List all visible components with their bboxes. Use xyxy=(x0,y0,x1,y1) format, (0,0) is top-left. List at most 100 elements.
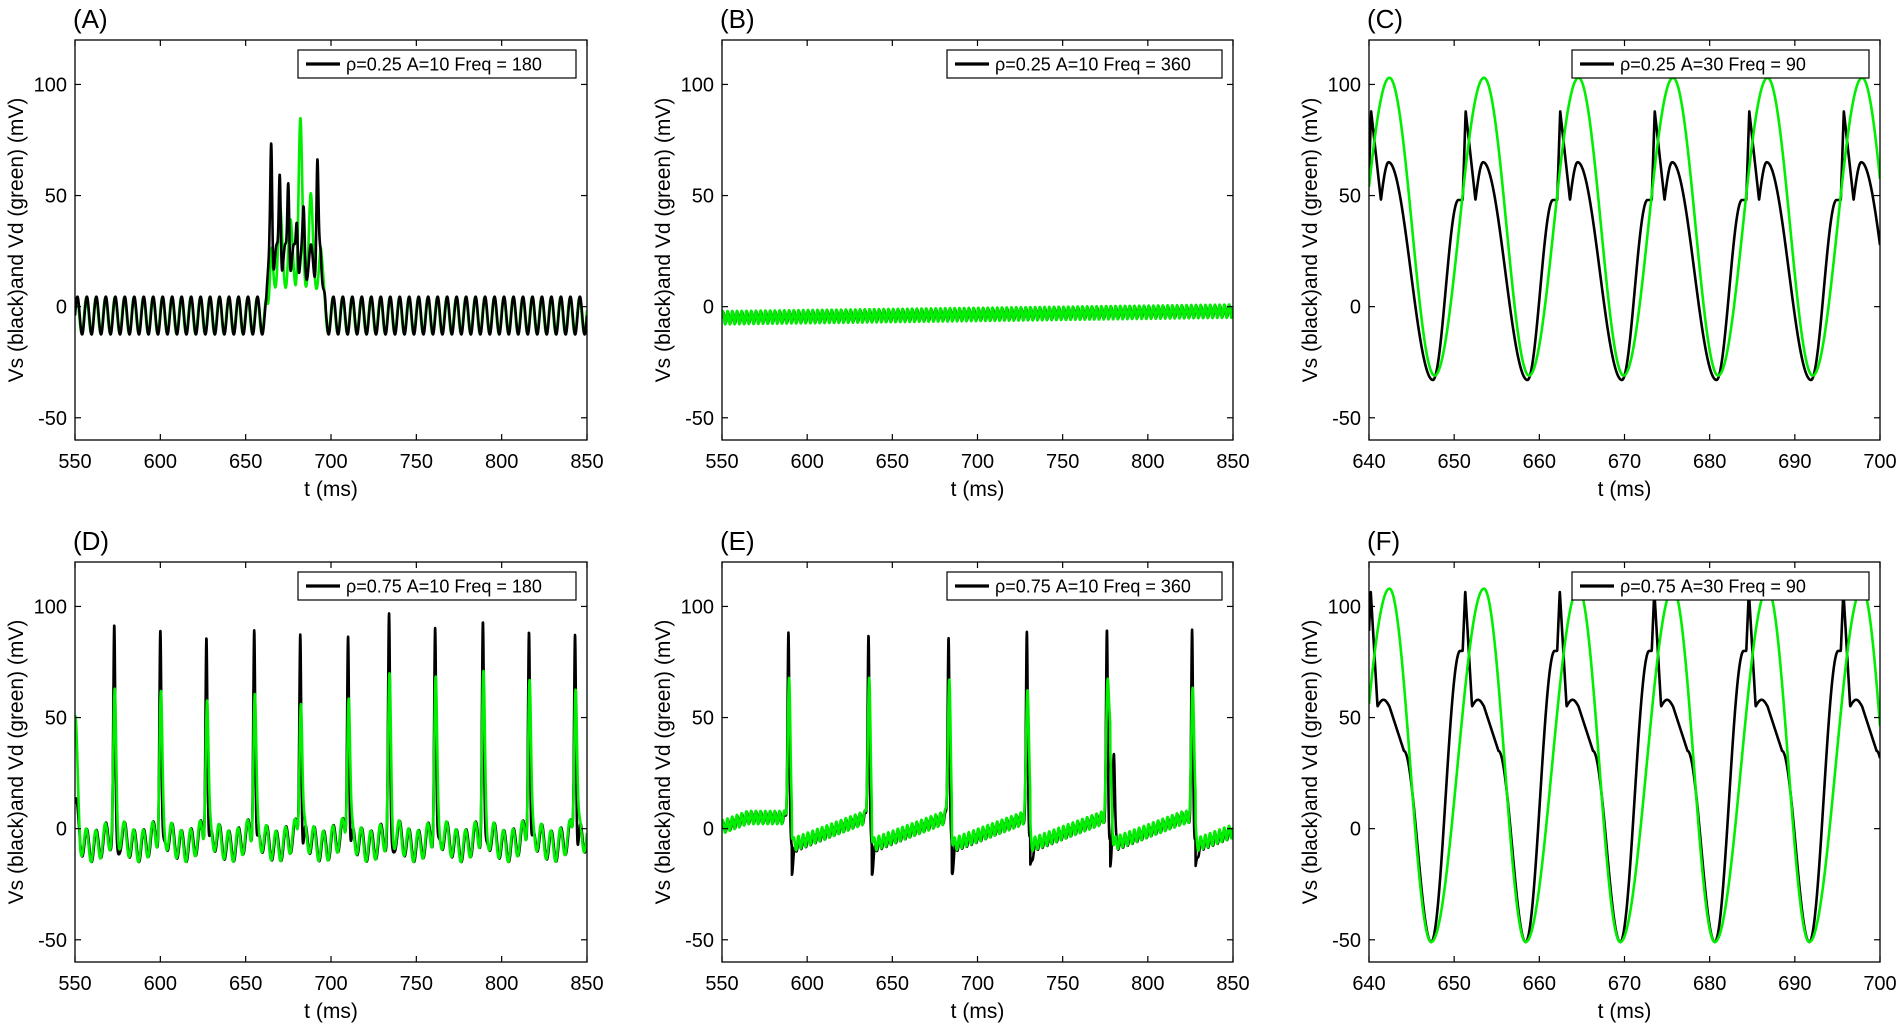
panel-label: (B) xyxy=(720,4,755,34)
legend: ρ=0.75 A=30 Freq = 90 xyxy=(1571,571,1870,601)
y-tick-label: 50 xyxy=(692,708,714,730)
plot-frame xyxy=(721,561,1234,963)
x-tick-label: 670 xyxy=(1608,451,1641,473)
y-tick-label: 100 xyxy=(681,596,714,618)
plot-frame xyxy=(74,561,588,963)
y-tick-label: 0 xyxy=(703,297,714,319)
x-tick-label: 750 xyxy=(1046,973,1079,995)
x-tick-label: 850 xyxy=(570,973,603,995)
legend-text: ρ=0.25 A=10 Freq = 180 xyxy=(346,55,542,75)
x-tick-label: 700 xyxy=(1863,451,1896,473)
y-tick-label: 50 xyxy=(1339,708,1361,730)
y-tick-label: 100 xyxy=(34,74,67,96)
x-tick-label: 800 xyxy=(485,973,518,995)
legend: ρ=0.25 A=10 Freq = 360 xyxy=(946,49,1223,79)
series-vd-line xyxy=(1369,76,1880,377)
legend-text: ρ=0.75 A=10 Freq = 180 xyxy=(346,577,542,597)
x-tick-label: 850 xyxy=(570,451,603,473)
y-tick-label: 100 xyxy=(1328,74,1361,96)
panel-a: 550 600 650 700 750 800 850 -50 0 50 100 t (ms) Vs (… xyxy=(5,4,604,501)
x-tick-label: 750 xyxy=(1046,451,1079,473)
plot-frame xyxy=(721,39,1234,441)
legend-box xyxy=(297,571,577,601)
x-axis-label: t (ms) xyxy=(951,478,1005,501)
legend-text: ρ=0.75 A=10 Freq = 360 xyxy=(995,577,1191,597)
y-tick-label: 50 xyxy=(45,708,67,730)
series-vs-line xyxy=(75,142,587,336)
series-vd-line xyxy=(1369,587,1880,944)
y-tick-label: 100 xyxy=(34,596,67,618)
y-tick-label: -50 xyxy=(38,930,67,952)
x-axis-label: t (ms) xyxy=(951,1000,1005,1023)
y-tick-label: 0 xyxy=(56,297,67,319)
x-tick-label: 650 xyxy=(229,451,262,473)
panel-b: 550 600 650 700 750 800 850 -50 0 50 100 t (ms) Vs (… xyxy=(652,4,1250,501)
x-tick-label: 700 xyxy=(961,451,994,473)
legend: ρ=0.25 A=10 Freq = 180 xyxy=(297,49,577,79)
panel-label: (D) xyxy=(73,526,109,556)
panel-label: (A) xyxy=(73,4,108,34)
x-tick-label: 800 xyxy=(1131,973,1164,995)
plot-frame xyxy=(1368,561,1881,963)
x-tick-label: 800 xyxy=(1131,451,1164,473)
x-tick-label: 550 xyxy=(58,451,91,473)
x-tick-label: 700 xyxy=(1863,973,1896,995)
x-tick-label: 670 xyxy=(1608,973,1641,995)
x-tick-label: 680 xyxy=(1693,451,1726,473)
legend: ρ=0.25 A=30 Freq = 90 xyxy=(1571,49,1870,79)
x-tick-label: 640 xyxy=(1352,451,1385,473)
y-tick-label: 100 xyxy=(1328,596,1361,618)
y-tick-label: -50 xyxy=(1332,408,1361,430)
y-tick-label: 50 xyxy=(692,186,714,208)
y-axis-label: Vs (black)and Vd (green) (mV) xyxy=(1299,620,1322,905)
x-axis-label: t (ms) xyxy=(304,478,358,501)
y-tick-label: -50 xyxy=(685,408,714,430)
y-tick-label: -50 xyxy=(685,930,714,952)
x-tick-label: 650 xyxy=(229,973,262,995)
y-tick-label: -50 xyxy=(1332,930,1361,952)
x-tick-label: 650 xyxy=(1437,973,1470,995)
panel-e: 550 600 650 700 750 800 850 -50 0 50 100 t (ms) Vs (… xyxy=(652,526,1250,1023)
x-tick-label: 680 xyxy=(1693,973,1726,995)
y-tick-label: 0 xyxy=(1350,819,1361,841)
x-tick-label: 700 xyxy=(314,451,347,473)
y-tick-label: 0 xyxy=(56,819,67,841)
panel-label: (E) xyxy=(720,526,755,556)
panel-f: 640 650 660 670 680 690 700 -50 0 50 100 t (ms) Vs (… xyxy=(1299,526,1897,1023)
x-tick-label: 750 xyxy=(400,973,433,995)
x-tick-label: 640 xyxy=(1352,973,1385,995)
series-vd-line xyxy=(75,669,587,864)
x-tick-label: 690 xyxy=(1778,451,1811,473)
series-vd-line xyxy=(722,676,1233,853)
x-tick-label: 600 xyxy=(790,973,823,995)
x-tick-label: 660 xyxy=(1523,451,1556,473)
x-tick-label: 600 xyxy=(144,973,177,995)
y-axis-label: Vs (black)and Vd (green) (mV) xyxy=(1299,98,1322,383)
legend-box xyxy=(946,49,1223,79)
legend-box xyxy=(1571,571,1870,601)
legend-box xyxy=(297,49,577,79)
legend: ρ=0.75 A=10 Freq = 180 xyxy=(297,571,577,601)
x-tick-label: 550 xyxy=(705,451,738,473)
legend-box xyxy=(946,571,1223,601)
x-tick-label: 660 xyxy=(1523,973,1556,995)
legend-box xyxy=(1571,49,1870,79)
plot-frame xyxy=(1368,39,1881,441)
x-tick-label: 600 xyxy=(790,451,823,473)
legend-text: ρ=0.25 A=30 Freq = 90 xyxy=(1620,55,1806,75)
y-axis-label: Vs (black)and Vd (green) (mV) xyxy=(5,620,28,905)
y-tick-label: 0 xyxy=(1350,297,1361,319)
panel-d: 550 600 650 700 750 800 850 -50 0 50 100 t (ms) Vs (… xyxy=(5,526,604,1023)
y-axis-label: Vs (black)and Vd (green) (mV) xyxy=(652,620,675,905)
x-tick-label: 690 xyxy=(1778,973,1811,995)
x-tick-label: 850 xyxy=(1216,973,1249,995)
x-axis-label: t (ms) xyxy=(1598,1000,1652,1023)
x-tick-label: 700 xyxy=(961,973,994,995)
x-tick-label: 550 xyxy=(705,973,738,995)
x-tick-label: 650 xyxy=(1437,451,1470,473)
x-axis-label: t (ms) xyxy=(304,1000,358,1023)
series-vd-line xyxy=(722,303,1233,326)
panel-label: (C) xyxy=(1367,4,1403,34)
legend: ρ=0.75 A=10 Freq = 360 xyxy=(946,571,1223,601)
y-axis-label: Vs (black)and Vd (green) (mV) xyxy=(652,98,675,383)
